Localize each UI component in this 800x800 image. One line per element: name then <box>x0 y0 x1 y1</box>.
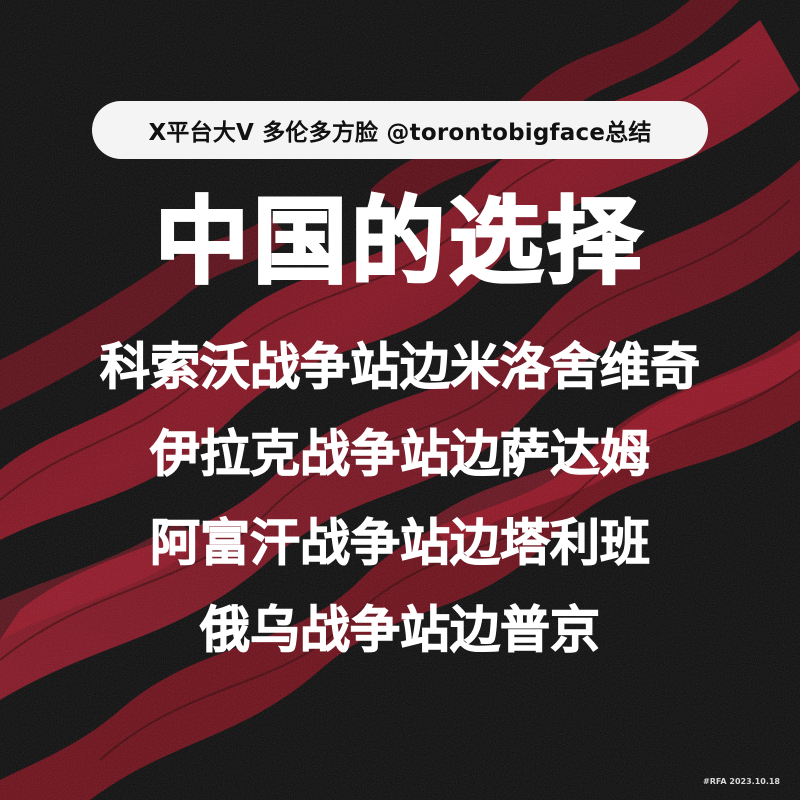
headline-title: 中国的选择 <box>153 187 645 299</box>
source-text: X平台大V 多伦多方脸 @torontobigface总结 <box>148 120 652 146</box>
statement-line: 伊拉克战争站边萨达姆 <box>150 425 651 484</box>
footer-tag: #RFA 2023.10.18 <box>703 777 780 786</box>
statement-line: 阿富汗战争站边塔利班 <box>150 514 651 573</box>
statement-line: 俄乌战争站边普京 <box>200 601 601 660</box>
source-pill: X平台大V 多伦多方脸 @torontobigface总结 <box>92 101 708 159</box>
statement-line: 科索沃战争站边米洛舍维奇 <box>100 338 701 397</box>
